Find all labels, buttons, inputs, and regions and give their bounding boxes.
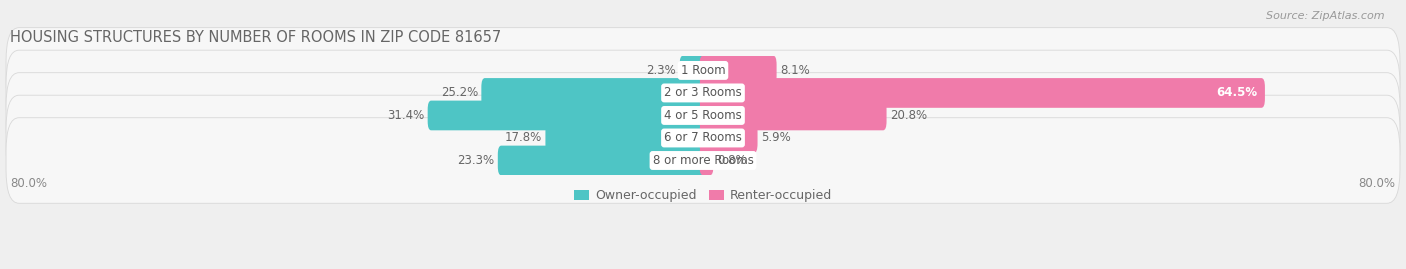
Text: 23.3%: 23.3% <box>457 154 495 167</box>
FancyBboxPatch shape <box>6 50 1400 136</box>
Text: 20.8%: 20.8% <box>890 109 927 122</box>
Text: 4 or 5 Rooms: 4 or 5 Rooms <box>664 109 742 122</box>
Text: 2.3%: 2.3% <box>647 64 676 77</box>
Text: 6 or 7 Rooms: 6 or 7 Rooms <box>664 132 742 144</box>
FancyBboxPatch shape <box>498 146 706 175</box>
Text: 1 Room: 1 Room <box>681 64 725 77</box>
Text: 8.1%: 8.1% <box>780 64 810 77</box>
FancyBboxPatch shape <box>700 101 887 130</box>
FancyBboxPatch shape <box>700 123 758 153</box>
Legend: Owner-occupied, Renter-occupied: Owner-occupied, Renter-occupied <box>568 184 838 207</box>
FancyBboxPatch shape <box>6 28 1400 113</box>
FancyBboxPatch shape <box>6 118 1400 203</box>
Text: Source: ZipAtlas.com: Source: ZipAtlas.com <box>1267 11 1385 21</box>
FancyBboxPatch shape <box>679 56 706 85</box>
Text: 25.2%: 25.2% <box>440 86 478 100</box>
Text: 80.0%: 80.0% <box>1358 177 1396 190</box>
Text: 5.9%: 5.9% <box>761 132 790 144</box>
Text: HOUSING STRUCTURES BY NUMBER OF ROOMS IN ZIP CODE 81657: HOUSING STRUCTURES BY NUMBER OF ROOMS IN… <box>10 30 502 45</box>
Text: 80.0%: 80.0% <box>10 177 48 190</box>
FancyBboxPatch shape <box>6 95 1400 181</box>
FancyBboxPatch shape <box>700 56 776 85</box>
Text: 0.8%: 0.8% <box>717 154 747 167</box>
Text: 8 or more Rooms: 8 or more Rooms <box>652 154 754 167</box>
Text: 2 or 3 Rooms: 2 or 3 Rooms <box>664 86 742 100</box>
FancyBboxPatch shape <box>700 146 713 175</box>
FancyBboxPatch shape <box>427 101 706 130</box>
Text: 31.4%: 31.4% <box>387 109 425 122</box>
FancyBboxPatch shape <box>546 123 706 153</box>
Text: 17.8%: 17.8% <box>505 132 541 144</box>
FancyBboxPatch shape <box>700 78 1265 108</box>
FancyBboxPatch shape <box>481 78 706 108</box>
FancyBboxPatch shape <box>6 73 1400 158</box>
Text: 64.5%: 64.5% <box>1216 86 1257 100</box>
